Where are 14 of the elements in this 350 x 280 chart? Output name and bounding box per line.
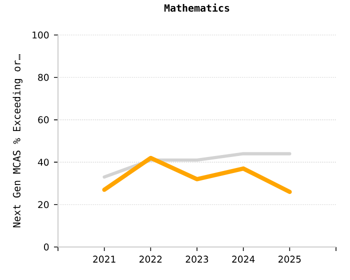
x-tick-label: 2025 <box>278 256 301 263</box>
y-tick-label: 100 <box>32 31 49 39</box>
y-tick-label: 0 <box>44 243 49 251</box>
x-tick-label: 2024 <box>232 256 255 263</box>
y-tick-label: 80 <box>38 74 49 81</box>
x-tick-label: 2022 <box>140 256 162 263</box>
line-series <box>102 156 292 194</box>
chart-title: Mathematics <box>164 3 230 12</box>
x-tick-label: 2023 <box>186 256 208 263</box>
y-tick-label: 40 <box>38 158 49 166</box>
y-tick-label: 20 <box>38 201 49 208</box>
y-axis-title: Next Gen MCAS % Exceeding or… <box>12 54 22 228</box>
x-tick-label: 2021 <box>93 256 116 263</box>
y-tick-label: 60 <box>38 116 49 124</box>
